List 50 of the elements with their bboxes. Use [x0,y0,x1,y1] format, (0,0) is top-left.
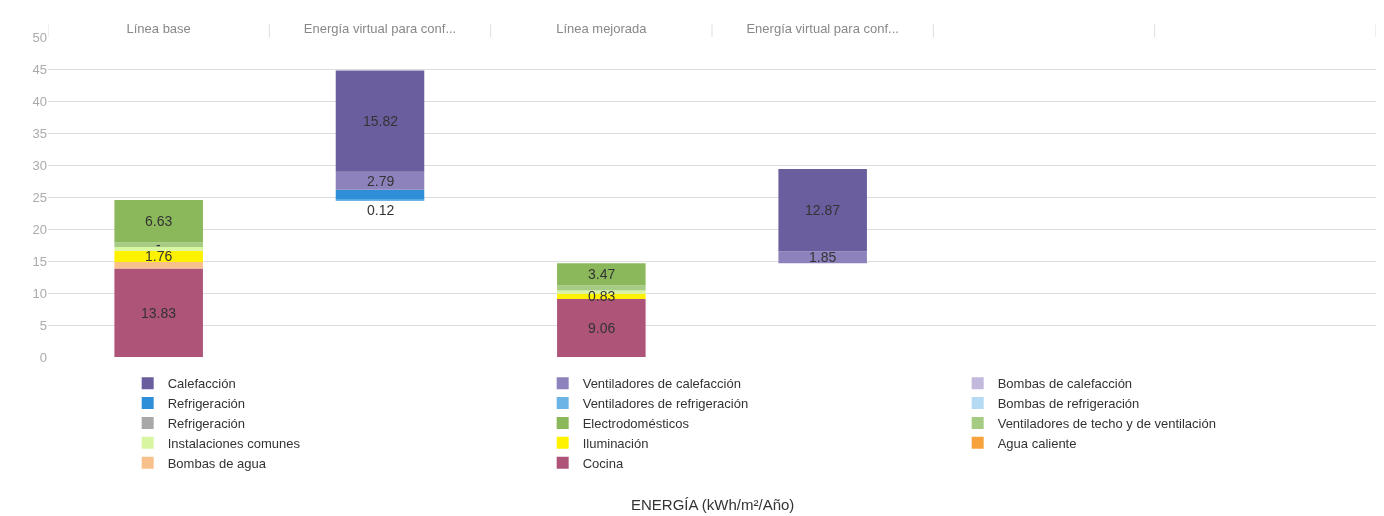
legend-label: Iluminación [582,435,649,451]
x-tick-label: Línea mejorada [556,21,648,37]
bar [114,200,203,243]
bar [335,189,425,200]
y-tick-label: 0 [39,349,47,365]
y-tick-label: 15 [32,253,47,269]
x-tick-label: Línea base [126,21,191,37]
x-tick-label: Energía virtual para conf... [746,21,899,37]
data-label: 12.87 [805,202,841,218]
y-tick-label: 50 [32,29,47,45]
text: ENERGÍA (kWh/m²/Año) [631,496,795,513]
bar [335,171,425,190]
legend-label: Electrodomésticos [582,416,690,432]
legend-label: Bombas de refrigeración [997,396,1140,412]
bar [557,299,646,357]
legend-label: Bombas de calefacción [997,376,1133,392]
y-tick-label: 45 [32,61,47,77]
bar [335,70,425,172]
bar [557,263,646,286]
bar [114,262,203,269]
y-tick-label: 25 [32,189,47,205]
bar [114,246,203,251]
legend-label: Refrigeración [167,416,246,432]
data-label: 9.06 [588,320,616,336]
legend-label: Calefacción [167,376,236,392]
data-label: 1.85 [809,249,837,265]
data-label: 3.47 [588,266,616,282]
y-tick-label: 30 [32,157,47,173]
bar [778,168,867,252]
legend-label: Cocina [582,455,624,471]
data-label: 2.79 [367,173,395,189]
data-label: 0.12 [367,202,395,218]
data-label: 6.63 [145,213,173,229]
legend-label: Refrigeración [167,396,246,412]
y-tick-label: 40 [32,93,47,109]
x-tick-label: Energía virtual para conf... [303,21,457,37]
bar [114,268,203,357]
bar [557,285,646,291]
y-tick-label: 20 [32,221,47,237]
legend-label: Instalaciones comunes [167,435,301,451]
legend-label: Agua caliente [997,435,1077,451]
legend-label: Ventiladores de calefacción [582,376,741,392]
legend-label: Ventiladores de refrigeración [582,396,749,412]
y-tick-label: 35 [32,125,47,141]
data-label: 15.82 [363,113,399,129]
data-label: 13.83 [141,305,177,321]
legend-label: Bombas de agua [167,455,267,471]
legend-label: Ventiladores de techo y de ventilación [997,416,1216,432]
y-tick-label: 10 [32,285,47,301]
y-tick-label: 5 [39,317,47,333]
